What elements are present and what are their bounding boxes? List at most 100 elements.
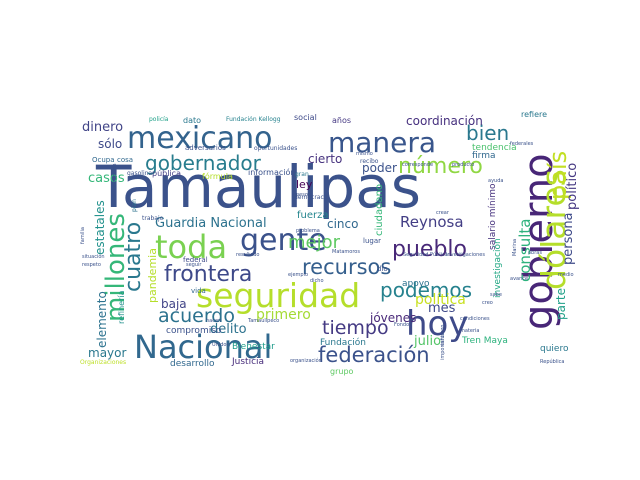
cloud-word: acuerdo xyxy=(158,305,235,327)
cloud-word: trabajo xyxy=(142,215,164,222)
cloud-word: dato xyxy=(183,116,201,125)
cloud-word: obras xyxy=(528,250,542,256)
cloud-word: importante xyxy=(440,332,446,360)
cloud-word: apoyo xyxy=(402,279,430,289)
cloud-word: recursos xyxy=(302,255,391,279)
cloud-word: persona xyxy=(561,212,576,265)
cloud-word: resultado xyxy=(236,252,259,258)
cloud-word: pandemia xyxy=(146,248,159,303)
cloud-word: sólo xyxy=(98,137,122,151)
cloud-word: Fondo xyxy=(394,322,409,328)
cloud-word: país xyxy=(544,151,572,200)
cloud-word: manera xyxy=(328,126,436,159)
cloud-word: dio xyxy=(377,265,388,273)
cloud-word: Tamaulipeco xyxy=(247,318,279,324)
cloud-word: plan xyxy=(131,199,138,212)
cloud-word: fuerza xyxy=(297,210,329,221)
cloud-word: corresponde xyxy=(402,162,433,168)
cloud-word: pesos xyxy=(296,192,311,198)
cloud-word: coordinación xyxy=(406,114,483,128)
cloud-word: tiempo xyxy=(322,317,389,339)
cloud-word: lugar xyxy=(363,237,381,245)
cloud-word: Marina xyxy=(512,239,518,256)
cloud-word: hoy xyxy=(406,304,468,344)
cloud-word: Reynosa xyxy=(400,213,464,231)
cloud-word: dinero xyxy=(82,120,123,135)
cloud-word: grupo xyxy=(330,367,354,376)
cloud-word: policía xyxy=(149,116,169,123)
cloud-word: Tren Maya xyxy=(461,336,508,346)
cloud-word: ejemplo xyxy=(288,272,308,278)
cloud-word: dólares xyxy=(534,169,573,290)
cloud-word: investigación xyxy=(492,238,503,298)
cloud-word: situación xyxy=(82,253,105,260)
cloud-word: frontera xyxy=(164,262,252,287)
cloud-word: bien xyxy=(466,121,509,145)
cloud-word: baja xyxy=(161,297,187,311)
cloud-word: crear xyxy=(436,210,450,216)
cloud-word: Fundación xyxy=(320,337,366,348)
cloud-word: recibo xyxy=(360,158,379,165)
cloud-word: elemento xyxy=(95,291,109,348)
cloud-word: materia xyxy=(460,328,479,334)
cloud-word: casos xyxy=(88,171,125,186)
cloud-word: Tamaulipas xyxy=(95,153,421,221)
cloud-word: Organizaciones xyxy=(80,359,126,366)
cloud-word: Ocupa xyxy=(92,156,115,164)
cloud-word: Seguridad Pública xyxy=(403,251,448,258)
cloud-word: estatales xyxy=(93,200,107,255)
cloud-word: vida xyxy=(191,287,206,295)
cloud-word: creo xyxy=(482,300,493,306)
cloud-word: cinco xyxy=(327,217,358,231)
cloud-word: cosa xyxy=(117,156,133,164)
cloud-word: parte xyxy=(554,288,568,320)
cloud-word: gobernador xyxy=(145,151,262,175)
cloud-word: delito xyxy=(210,322,247,337)
cloud-word: pueblo xyxy=(392,237,467,262)
cloud-word: cuatro xyxy=(121,222,146,292)
cloud-word: mismo xyxy=(356,151,373,157)
cloud-word: mexicano xyxy=(127,121,273,156)
cloud-word: salario mínimo xyxy=(488,183,498,250)
cloud-word: información xyxy=(248,167,295,177)
cloud-word: Fundación Kellogg xyxy=(226,116,281,123)
cloud-word: respeto xyxy=(82,262,101,268)
cloud-word: democracia xyxy=(294,194,329,201)
cloud-word: Justicia xyxy=(231,357,264,367)
cloud-word: Unidos xyxy=(212,342,229,348)
cloud-word: jóvenes xyxy=(369,311,416,325)
cloud-word: primero xyxy=(256,307,311,323)
cloud-word: quiero xyxy=(540,344,569,354)
cloud-word: número xyxy=(398,154,483,179)
cloud-word: gente xyxy=(240,223,327,258)
cloud-word: desarrollo xyxy=(170,359,215,369)
cloud-word: firma xyxy=(472,151,496,161)
cloud-word: Matamoros xyxy=(332,249,360,255)
cloud-word: cierto xyxy=(308,152,342,166)
cloud-word: corrupción xyxy=(111,163,118,190)
cloud-word: ayuda xyxy=(488,178,503,184)
cloud-word: oportunidades xyxy=(254,145,297,152)
cloud-word: producto xyxy=(452,162,474,168)
words-layer: Tamaulipas gobierno hoy Nacional seguridad me… xyxy=(80,110,580,376)
cloud-word: compromiso xyxy=(166,326,222,336)
cloud-word: República xyxy=(540,358,564,365)
cloud-word: avance xyxy=(510,276,528,282)
cloud-word: ley xyxy=(296,178,313,191)
cloud-word: julio xyxy=(413,334,441,349)
cloud-word: federación xyxy=(318,343,430,367)
cloud-word: seguridad xyxy=(196,276,360,315)
cloud-word: consulta xyxy=(516,219,534,283)
cloud-word: refiere xyxy=(521,110,547,119)
cloud-word: Bienestar xyxy=(232,342,275,352)
cloud-word: mayor xyxy=(88,346,126,360)
cloud-word: millones xyxy=(101,213,131,322)
cloud-word: medio xyxy=(558,272,574,278)
cloud-word: poder xyxy=(362,161,397,175)
cloud-word: Nacional xyxy=(134,328,272,366)
cloud-word: gasolina xyxy=(127,170,152,177)
cloud-word: tendencia xyxy=(472,143,517,153)
cloud-word: refinería xyxy=(117,290,126,324)
cloud-word: mejor xyxy=(288,232,341,253)
cloud-word: federales xyxy=(510,141,534,147)
